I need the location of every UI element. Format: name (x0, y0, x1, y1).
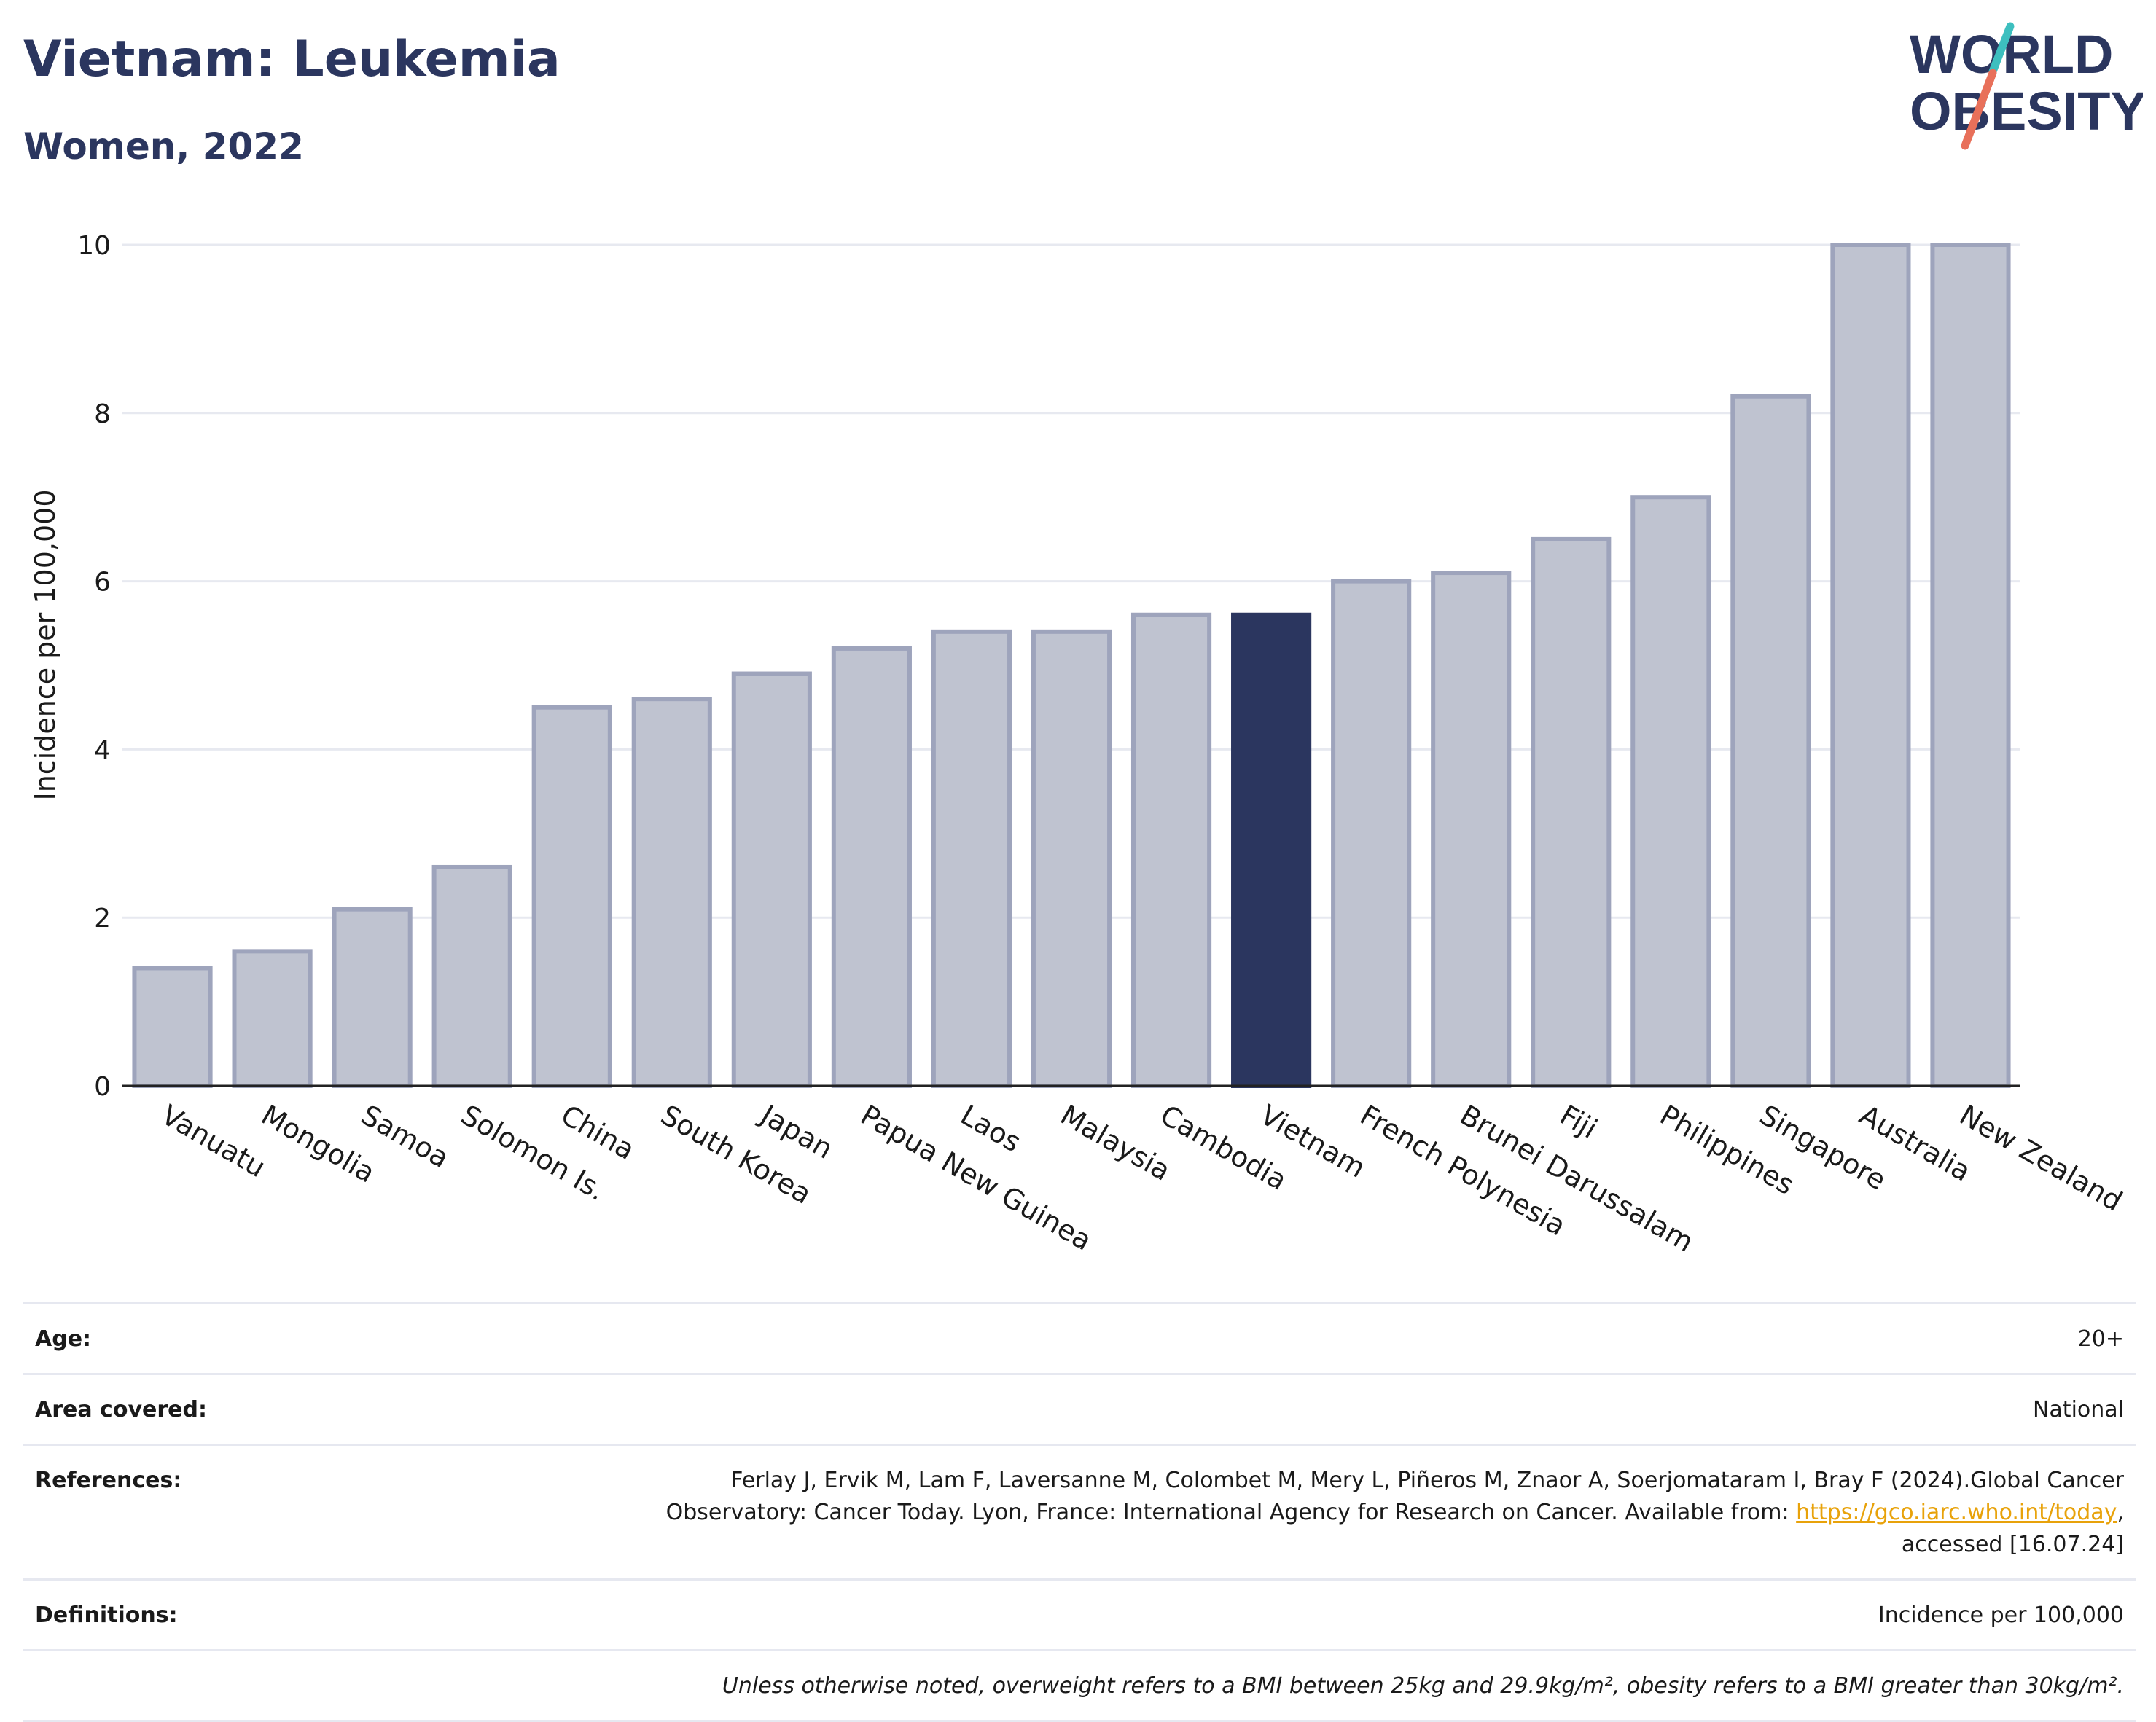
bar-australia (1830, 243, 1911, 1088)
x-tick-label: New Zealand (1954, 1099, 2128, 1218)
bar-fiji (1531, 536, 1612, 1088)
y-tick-label: 0 (94, 1072, 111, 1102)
info-row-definitions: Definitions: Incidence per 100,000 (23, 1578, 2136, 1649)
logo-slash-teal (1988, 22, 2015, 76)
age-value: 20+ (2077, 1326, 2124, 1352)
y-axis-label: Incidence per 100,000 (29, 489, 61, 801)
bar-vietnam (1231, 612, 1312, 1088)
references-link[interactable]: https://gco.iarc.who.int/today (1796, 1500, 2117, 1525)
x-tick-label: Laos (955, 1099, 1026, 1159)
x-tick-label: Malaysia (1055, 1099, 1176, 1187)
bmi-note: Unless otherwise noted, overweight refer… (722, 1673, 2124, 1699)
x-tick-label: Fiji (1555, 1099, 1603, 1145)
definitions-value: Incidence per 100,000 (1878, 1602, 2124, 1628)
bar-mongolia (232, 949, 313, 1088)
bar-vanuatu (132, 966, 213, 1088)
y-tick-label: 4 (94, 735, 111, 765)
bar-philippines (1630, 495, 1711, 1088)
bar-samoa (332, 907, 413, 1089)
area-label: Area covered: (35, 1397, 207, 1422)
y-tick-label: 10 (77, 231, 111, 261)
y-tick-label: 8 (94, 399, 111, 429)
bar-french-polynesia (1331, 579, 1412, 1088)
logo-text-obesity: OBESITY (1910, 81, 2143, 141)
bar-china (531, 705, 612, 1088)
area-value: National (2032, 1397, 2124, 1422)
bar-malaysia (1031, 629, 1112, 1088)
references-line-3: accessed [16.07.24] (1901, 1532, 2124, 1557)
bar-cambodia (1130, 612, 1212, 1088)
logo-slash-coral (1961, 69, 1997, 150)
references-value: Ferlay J, Ervik M, Lam F, Laversanne M, … (666, 1465, 2124, 1561)
y-tick-label: 6 (94, 568, 111, 598)
x-tick-label: Vanuatu (156, 1099, 271, 1183)
age-label: Age: (35, 1326, 92, 1352)
references-label: References: (35, 1468, 182, 1493)
page-title: Vietnam: Leukemia (23, 31, 561, 88)
info-table: Age: 20+ Area covered: National Referenc… (23, 1302, 2136, 1722)
info-row-area: Area covered: National (23, 1373, 2136, 1444)
info-row-references: References: Ferlay J, Ervik M, Lam F, La… (23, 1444, 2136, 1578)
bar-solomon-is (431, 864, 512, 1088)
info-row-age: Age: 20+ (23, 1302, 2136, 1373)
references-line-2: Observatory: Cancer Today. Lyon, France:… (665, 1500, 1797, 1525)
references-line-1: Ferlay J, Ervik M, Lam F, Laversanne M, … (730, 1468, 2124, 1493)
bar-laos (931, 629, 1012, 1088)
info-row-note: Unless otherwise noted, overweight refer… (23, 1649, 2136, 1722)
bar-brunei-darussalam (1431, 571, 1512, 1088)
references-line-2-end: , (2117, 1500, 2124, 1525)
bar-japan (731, 671, 812, 1088)
page-subtitle: Women, 2022 (23, 125, 304, 168)
logo-text-world: WORLD (1910, 24, 2114, 85)
bar-papua-new-guinea (831, 646, 912, 1088)
x-tick-label: Mongolia (256, 1099, 380, 1189)
y-tick-label: 2 (94, 904, 111, 934)
bar-singapore (1730, 394, 1811, 1088)
bar-new-zealand (1930, 243, 2011, 1088)
bar-south-korea (631, 697, 712, 1088)
world-obesity-logo: WORLD OBESITY (1910, 22, 2143, 150)
definitions-label: Definitions: (35, 1602, 178, 1628)
